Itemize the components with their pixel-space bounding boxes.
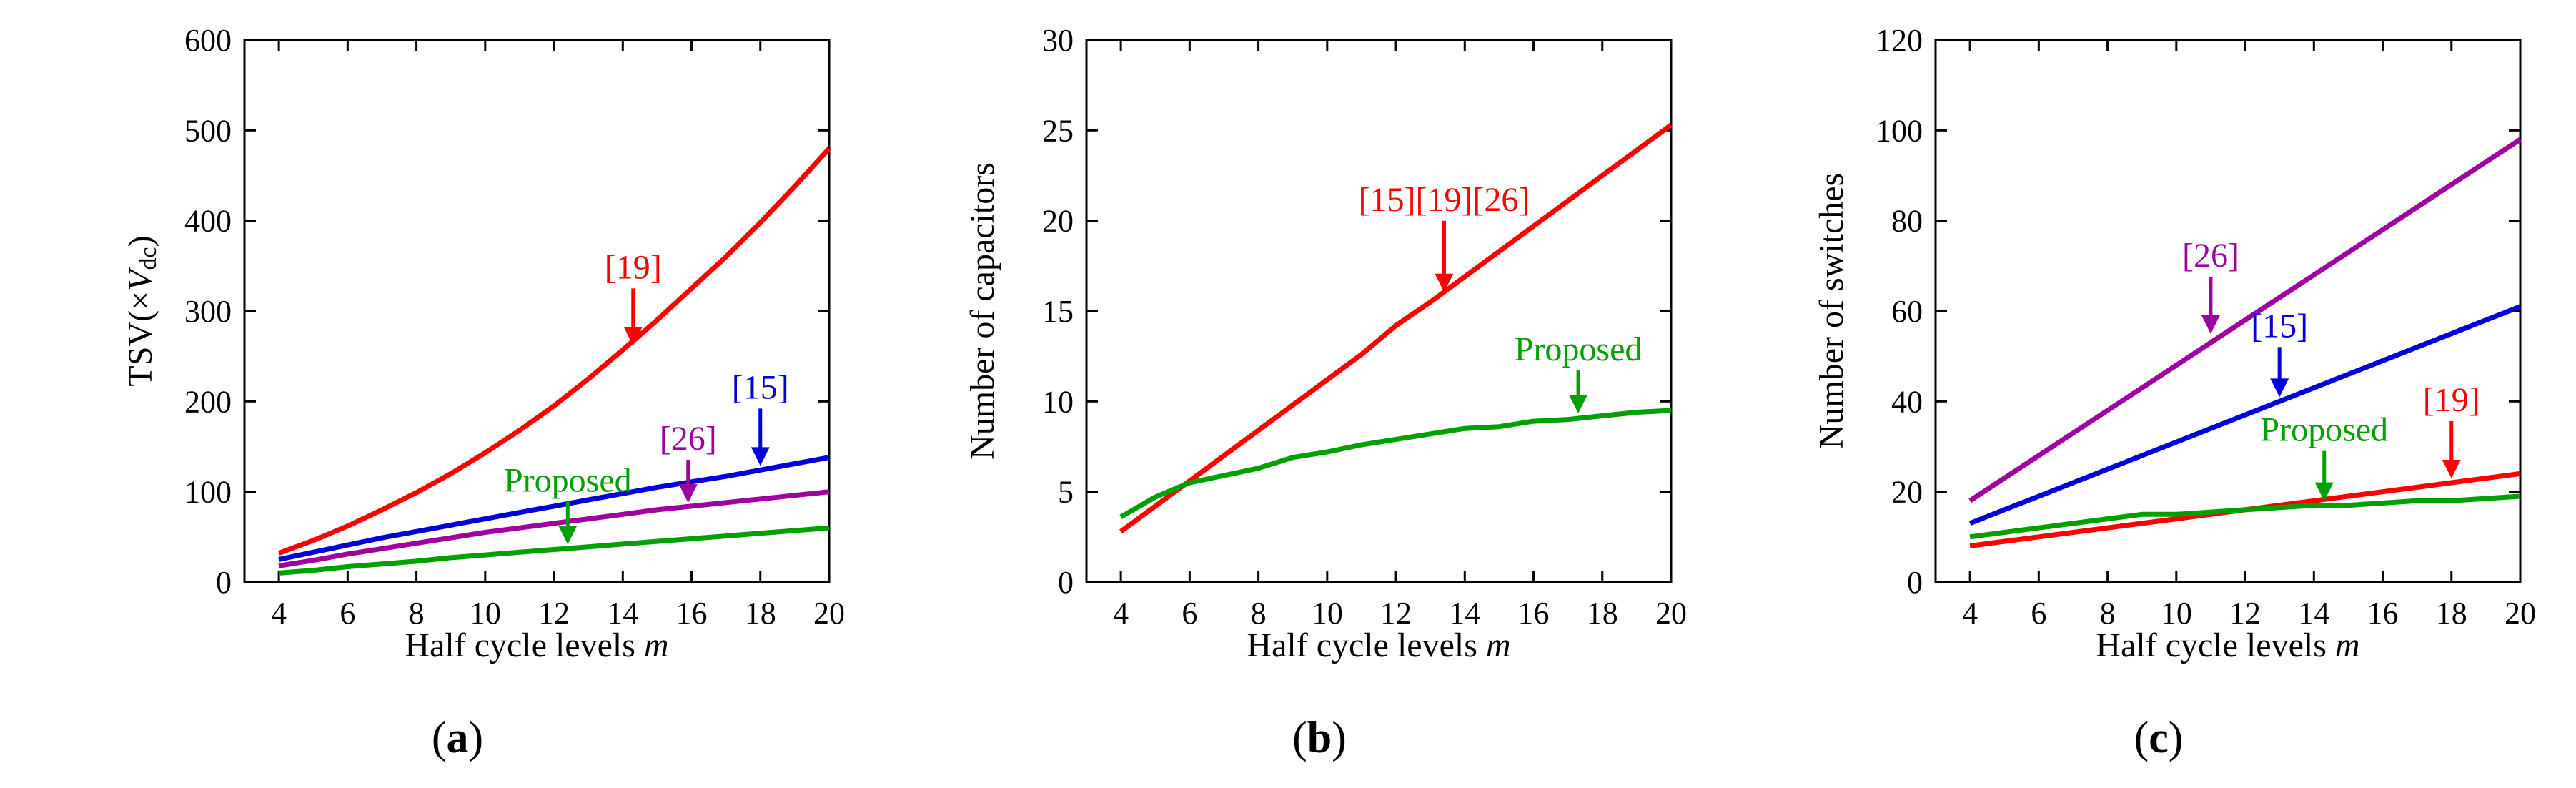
x-tick-label: 6 <box>340 596 355 631</box>
x-tick-label: 12 <box>1380 596 1412 631</box>
x-tick-label: 6 <box>1182 596 1197 631</box>
x-tick-label: 16 <box>2367 596 2399 631</box>
y-tick-label: 20 <box>1042 204 1074 239</box>
annotation-arrow-head <box>2314 482 2334 501</box>
x-tick-label: 14 <box>607 596 638 631</box>
y-tick-label: 0 <box>216 565 232 600</box>
y-tick-label: 10 <box>1042 384 1074 419</box>
annotation-label: [19] <box>605 248 662 286</box>
series-line-15 <box>278 455 830 562</box>
annotation-label: Proposed <box>1515 330 1643 368</box>
x-tick-label: 18 <box>2436 596 2467 631</box>
y-tick-label: 80 <box>1891 204 1923 239</box>
y-tick-label: 0 <box>1907 565 1923 600</box>
x-tick-label: 14 <box>1449 596 1480 631</box>
x-tick-label: 16 <box>676 596 708 631</box>
x-tick-label: 4 <box>1113 596 1129 631</box>
y-tick-label: 100 <box>184 475 232 510</box>
y-tick-label: 15 <box>1042 294 1074 329</box>
y-tick-label: 400 <box>184 204 232 239</box>
y-axis-label: Number of capacitors <box>963 162 1001 460</box>
annotation-arrow-head <box>1435 273 1454 292</box>
y-tick-label: 20 <box>1891 475 1923 510</box>
y-tick-label: 100 <box>1876 113 1923 148</box>
annotation-label: [26] <box>2182 237 2239 275</box>
annotation-arrow-head <box>1569 395 1588 414</box>
x-tick-label: 18 <box>745 596 776 631</box>
x-tick-label: 10 <box>470 596 501 631</box>
x-tick-label: 8 <box>1251 596 1267 631</box>
annotation-label: [15] <box>732 368 789 406</box>
x-axis-label-text: Half cycle levels <box>405 626 644 664</box>
x-tick-label: 10 <box>2161 596 2192 631</box>
series-line-19 <box>277 147 831 556</box>
x-tick-label: 12 <box>2229 596 2261 631</box>
y-tick-label: 25 <box>1042 113 1074 148</box>
panel-caption: (c) <box>2134 714 2184 762</box>
x-axis-label-var: m <box>1486 626 1511 664</box>
x-tick-label: 8 <box>409 596 425 631</box>
y-tick-label: 600 <box>184 23 232 58</box>
annotation-arrow-head <box>2201 315 2220 334</box>
annotation-label: [19] <box>2423 381 2480 419</box>
x-tick-label: 4 <box>1962 596 1978 631</box>
x-tick-label: 20 <box>813 596 845 631</box>
annotation-label: [15][19][26] <box>1358 181 1530 219</box>
annotation-label: Proposed <box>504 461 632 499</box>
panel-b: 4 6 8 10 12 14 16 18 20 0 5 10 15 20 25 30 Half cycle le… <box>963 23 1687 762</box>
x-axis-label: Half cycle levels m <box>1247 626 1510 664</box>
y-tick-label: 500 <box>184 113 232 148</box>
annotation-arrow-head <box>558 526 578 545</box>
x-tick-label: 12 <box>538 596 570 631</box>
x-tick-label: 16 <box>1518 596 1550 631</box>
x-tick-label: 20 <box>1655 596 1687 631</box>
x-tick-label: 10 <box>1312 596 1343 631</box>
y-tick-label: 0 <box>1058 565 1074 600</box>
annotation-label: Proposed <box>2260 411 2388 449</box>
x-axis-label-var: m <box>2335 626 2360 664</box>
annotation-label: [26] <box>660 420 717 458</box>
plot-frame <box>1085 39 1673 583</box>
y-tick-label: 120 <box>1876 23 1923 58</box>
series-line-proposed <box>1969 493 2521 540</box>
panel-caption: (b) <box>1292 714 1347 762</box>
y-tick-label: 60 <box>1891 294 1923 329</box>
series-line-26 <box>278 489 830 568</box>
x-tick-label: 20 <box>2505 596 2536 631</box>
x-tick-label: 6 <box>2031 596 2046 631</box>
y-tick-label: 200 <box>184 384 232 419</box>
series-line-proposed <box>278 525 830 576</box>
x-tick-label: 4 <box>271 596 287 631</box>
annotation-arrow-head <box>2442 460 2461 479</box>
x-axis-label-text: Half cycle levels <box>1247 626 1486 664</box>
annotation-arrow-head <box>678 484 698 503</box>
y-axis-label: Number of switches <box>1813 173 1851 450</box>
series-line-15-19-26 <box>1119 122 1673 534</box>
annotation-arrow-head <box>623 327 643 346</box>
annotation-label: [15] <box>2251 307 2308 345</box>
y-tick-label: 300 <box>184 294 232 329</box>
x-axis-label-var: m <box>644 626 669 664</box>
y-tick-label: 30 <box>1042 23 1074 58</box>
annotation-arrow-head <box>2270 378 2289 398</box>
panel-c: 4 6 8 10 12 14 16 18 20 0 20 40 60 80 100 120 Half cycle… <box>1813 23 2536 762</box>
x-tick-label: 18 <box>1587 596 1618 631</box>
x-axis-label: Half cycle levels m <box>2096 626 2359 664</box>
y-tick-label: 5 <box>1058 475 1074 510</box>
series-line-proposed <box>1119 408 1672 520</box>
x-axis-label-text: Half cycle levels <box>2096 626 2335 664</box>
series-line-26 <box>1968 137 2522 503</box>
y-axis-label: TSV(×Vdc) <box>122 235 162 386</box>
x-axis-label: Half cycle levels m <box>405 626 668 664</box>
annotation-arrow-head <box>750 447 770 466</box>
x-tick-label: 14 <box>2298 596 2329 631</box>
x-tick-label: 8 <box>2100 596 2116 631</box>
series-line-15 <box>1968 304 2522 526</box>
panel-caption: (a) <box>432 714 483 762</box>
y-tick-label: 40 <box>1891 384 1923 419</box>
